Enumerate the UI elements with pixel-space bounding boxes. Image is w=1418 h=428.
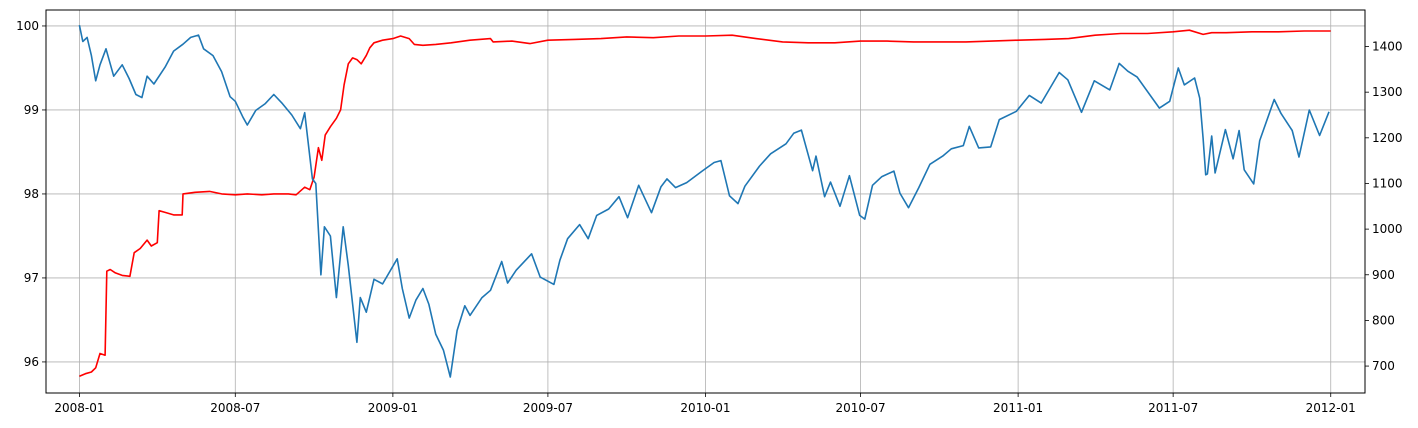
y-right-tick-label: 1200 [1372, 131, 1403, 145]
x-tick-label: 2009-07 [523, 401, 573, 415]
y-left-tick-label: 97 [24, 271, 39, 285]
y-right-tick-label: 1000 [1372, 222, 1403, 236]
y-left-tick-label: 99 [24, 103, 39, 117]
y-right-tick-label: 1100 [1372, 176, 1403, 190]
x-tick-label: 2010-07 [835, 401, 885, 415]
x-tick-label: 2008-07 [210, 401, 260, 415]
y-right-tick-label: 900 [1372, 268, 1395, 282]
y-left-tick-label: 96 [24, 355, 39, 369]
series-layer [78, 24, 1331, 378]
y-right-tick-label: 1300 [1372, 85, 1403, 99]
y-right-tick-label: 800 [1372, 313, 1395, 327]
x-tick-label: 2011-01 [993, 401, 1043, 415]
y-left-tick-label: 100 [16, 19, 39, 33]
tick-layer: 2008-01 2008-07 2009-01 2009-07 2010-01 2010-… [16, 19, 1402, 415]
series-right-line [78, 24, 1330, 378]
x-tick-label: 2010-01 [680, 401, 730, 415]
x-tick-label: 2008-01 [54, 401, 104, 415]
y-right-tick-label: 1400 [1372, 40, 1403, 54]
y-left-tick-label: 98 [24, 187, 39, 201]
series-left-line [79, 29, 1331, 377]
y-right-tick-label: 700 [1372, 359, 1395, 373]
x-tick-label: 2009-01 [368, 401, 418, 415]
x-tick-label: 2012-01 [1306, 401, 1356, 415]
x-tick-label: 2011-07 [1148, 401, 1198, 415]
